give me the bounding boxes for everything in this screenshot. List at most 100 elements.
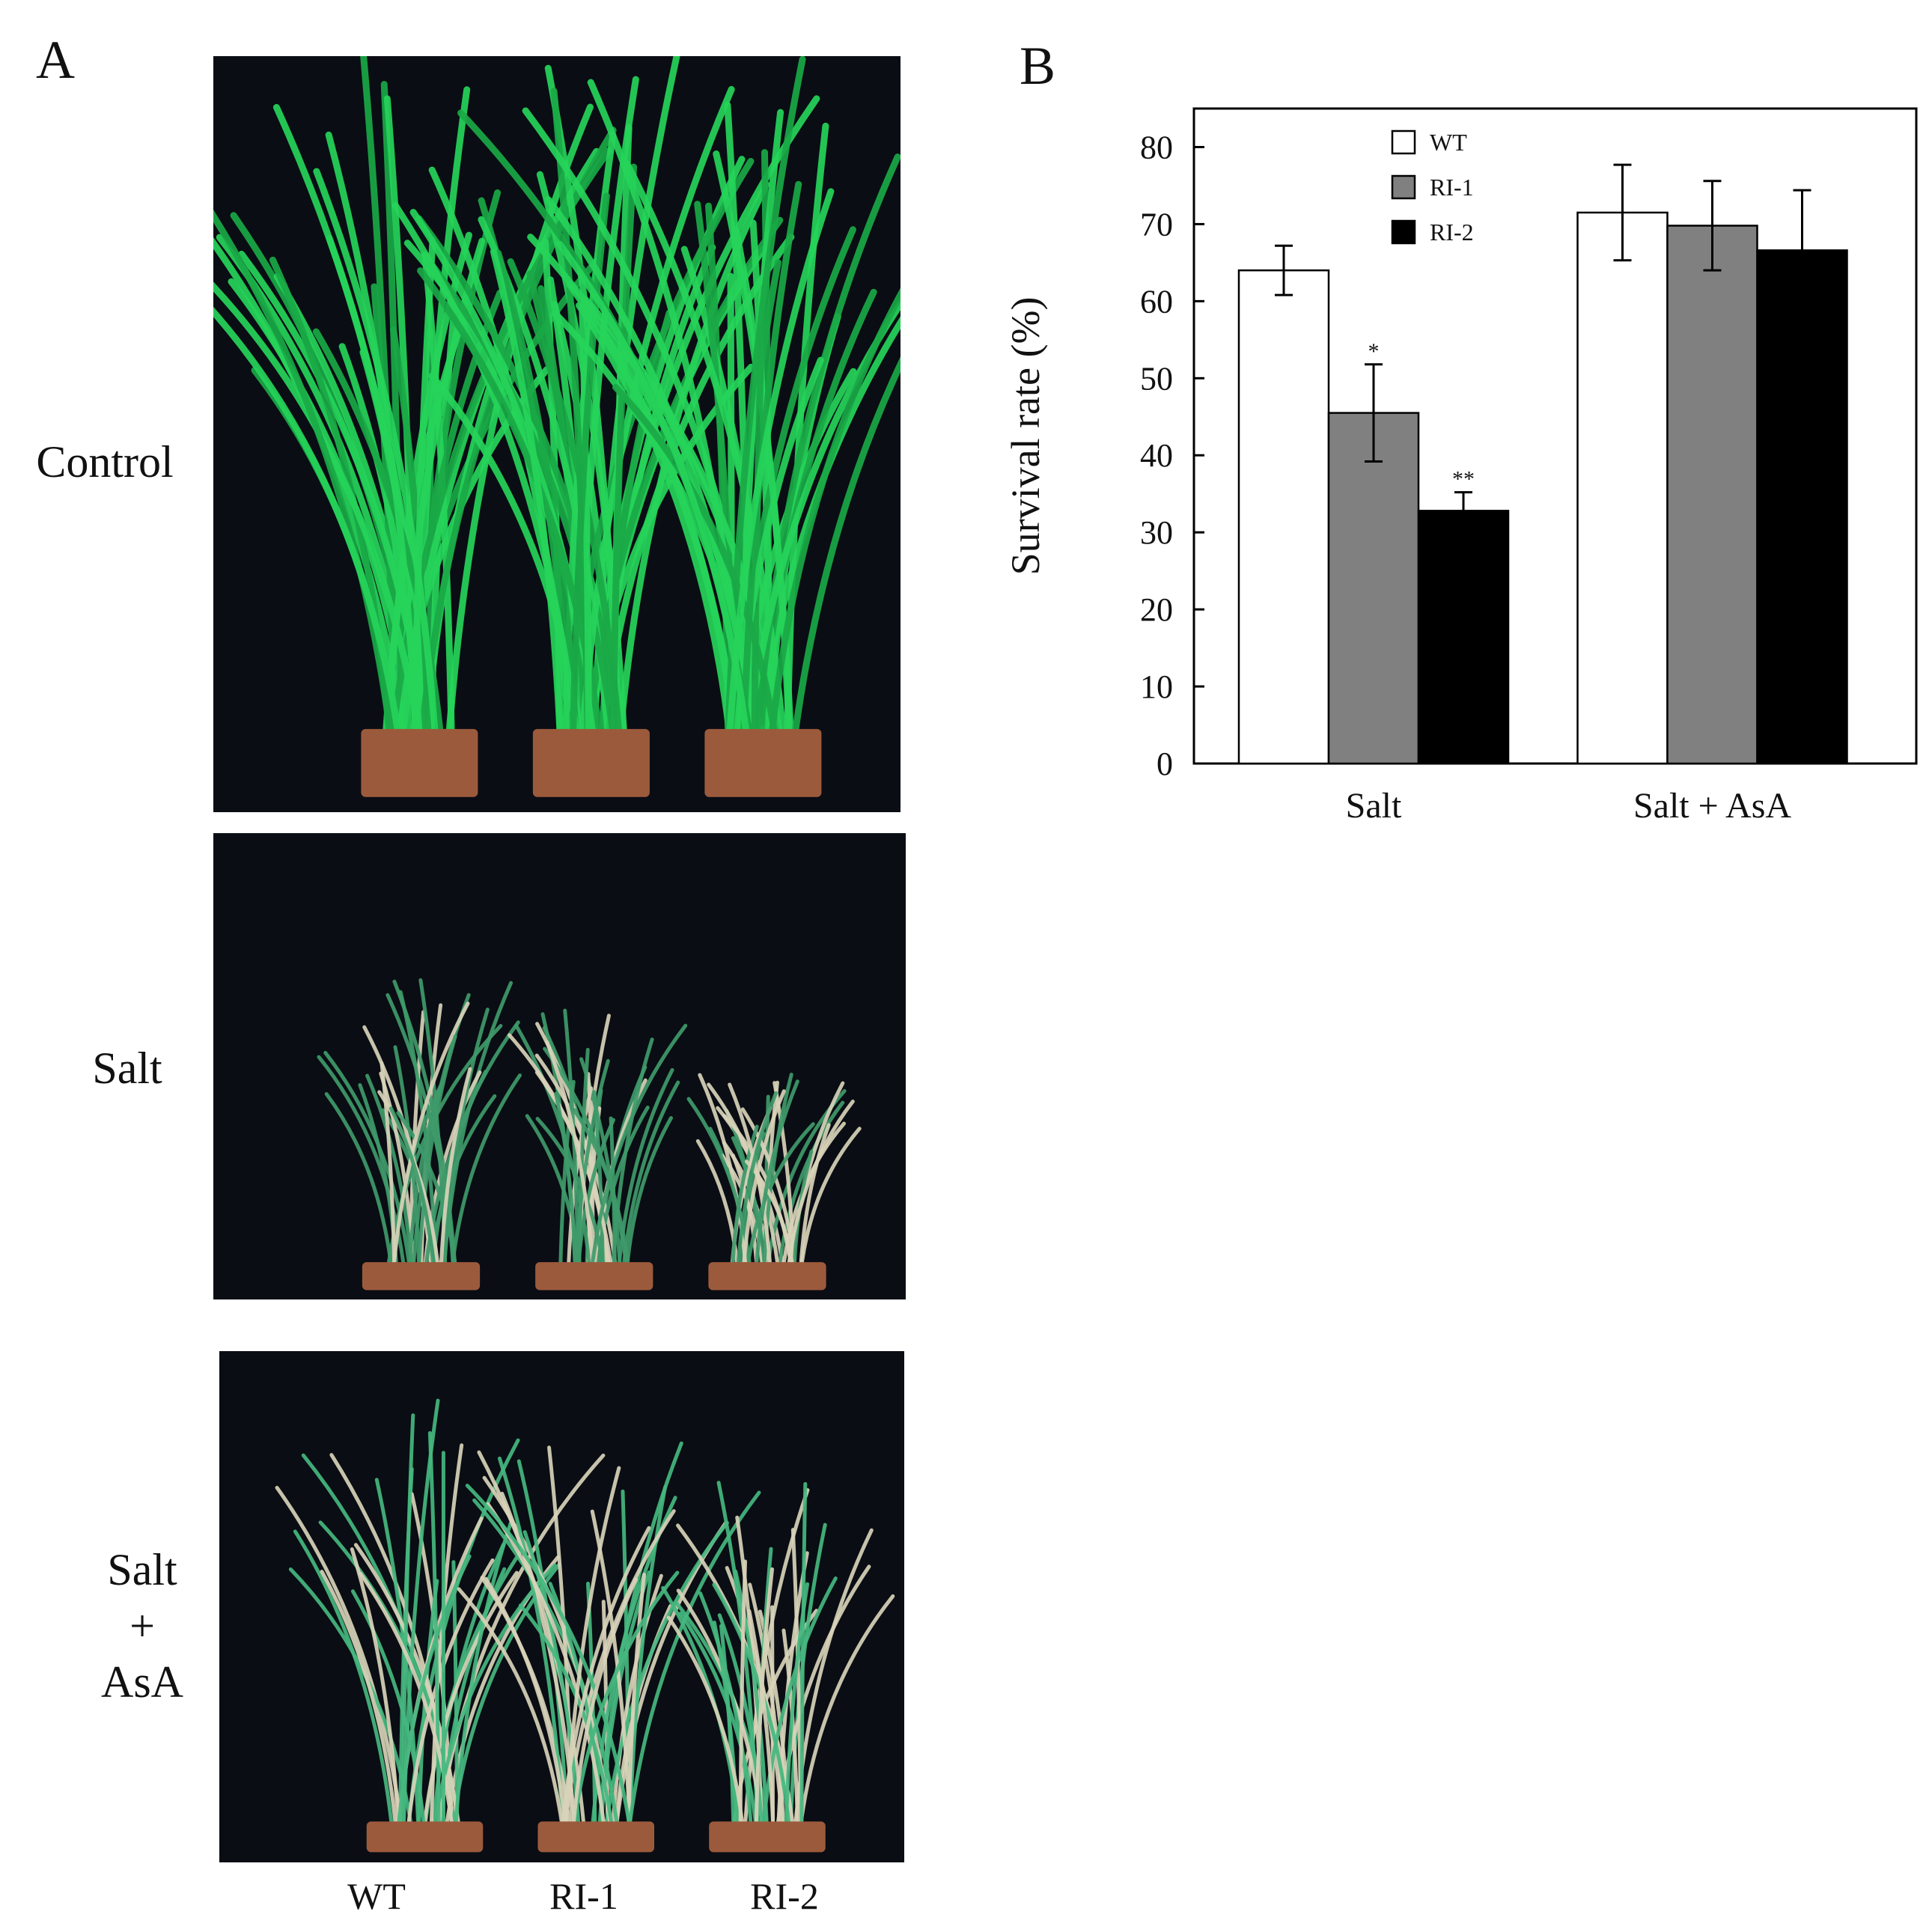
leaf bbox=[572, 1577, 639, 1823]
y-tick-label: 10 bbox=[1140, 668, 1173, 705]
leaf bbox=[543, 1046, 628, 1264]
leaf bbox=[213, 306, 401, 733]
leaf bbox=[799, 1481, 808, 1823]
leaf bbox=[213, 210, 394, 733]
leaf bbox=[591, 1023, 688, 1264]
leaf bbox=[350, 1547, 400, 1823]
leaf bbox=[350, 1589, 426, 1823]
photo-control-plants bbox=[213, 56, 901, 812]
leaf bbox=[628, 1490, 761, 1823]
photo-salt-plants bbox=[213, 833, 906, 1299]
y-tick-label: 60 bbox=[1140, 283, 1173, 320]
plant-clump bbox=[457, 1441, 761, 1853]
leaf bbox=[799, 1123, 831, 1264]
plot-frame bbox=[1192, 107, 1918, 765]
leaf bbox=[799, 1594, 895, 1823]
plant-clump bbox=[317, 978, 522, 1290]
leaf bbox=[799, 1127, 862, 1264]
leaf bbox=[554, 1091, 578, 1264]
leaf bbox=[625, 1116, 674, 1264]
leaf bbox=[388, 1106, 435, 1264]
leaf bbox=[784, 1582, 810, 1823]
leaf bbox=[324, 1091, 393, 1264]
legend-swatch bbox=[1391, 174, 1416, 200]
plant-clump bbox=[686, 1073, 862, 1290]
panel-a-letter: A bbox=[36, 30, 75, 90]
leaf bbox=[698, 1591, 753, 1823]
leaf bbox=[391, 202, 579, 733]
leaf bbox=[570, 192, 610, 733]
leaf bbox=[495, 249, 579, 733]
leaf bbox=[609, 1116, 617, 1264]
leaf bbox=[213, 281, 421, 733]
leaf bbox=[576, 1118, 615, 1264]
pot bbox=[532, 728, 650, 797]
leaf bbox=[792, 356, 901, 733]
leaf bbox=[490, 248, 564, 733]
row-label-line: + bbox=[129, 1601, 155, 1651]
panel-b-letter: B bbox=[1020, 36, 1056, 96]
significance-marker: * bbox=[1368, 339, 1380, 364]
plant-clump bbox=[457, 56, 901, 797]
pot bbox=[708, 1262, 826, 1290]
y-tick-label: 30 bbox=[1140, 514, 1173, 551]
leaf bbox=[609, 163, 638, 733]
leaf bbox=[454, 1521, 513, 1823]
leaf bbox=[572, 1570, 680, 1823]
leaf bbox=[427, 1430, 441, 1823]
y-tick-label: 70 bbox=[1140, 206, 1173, 243]
row-label-control: Control bbox=[15, 434, 195, 490]
row-label-line: AsA bbox=[100, 1657, 183, 1707]
leaf bbox=[486, 1502, 606, 1823]
pot bbox=[535, 1262, 653, 1290]
leaf bbox=[769, 287, 901, 733]
leaf bbox=[787, 1099, 855, 1264]
leaf bbox=[726, 188, 835, 733]
row-label-salt-asa: Salt + AsA bbox=[60, 1542, 225, 1710]
leaf bbox=[465, 1484, 631, 1823]
bar bbox=[1417, 510, 1510, 765]
leaf bbox=[731, 1154, 759, 1264]
legend-swatch bbox=[1391, 219, 1416, 245]
y-tick-label: 0 bbox=[1157, 746, 1173, 782]
leaf bbox=[358, 1571, 454, 1823]
bar bbox=[1756, 249, 1848, 765]
bar bbox=[1327, 412, 1420, 765]
row-label-line: Control bbox=[36, 437, 174, 487]
leaf bbox=[365, 1073, 413, 1264]
leaf bbox=[678, 1611, 758, 1823]
leaf bbox=[761, 1576, 838, 1823]
leaf bbox=[535, 1117, 605, 1264]
bar bbox=[1666, 225, 1758, 765]
leaf bbox=[397, 1554, 472, 1823]
pot bbox=[362, 1262, 481, 1290]
leaf bbox=[313, 168, 439, 733]
leaf bbox=[666, 1615, 744, 1823]
leaf bbox=[380, 1061, 397, 1264]
leaf bbox=[325, 131, 420, 733]
leaf bbox=[522, 1530, 581, 1823]
leaf bbox=[392, 979, 457, 1264]
bar bbox=[1237, 269, 1330, 765]
leaf bbox=[738, 1559, 748, 1823]
leaf bbox=[742, 1089, 786, 1264]
y-tick-label: 40 bbox=[1140, 437, 1173, 474]
leaf bbox=[754, 1567, 775, 1823]
leaf bbox=[417, 1034, 457, 1264]
plant-clump bbox=[275, 1398, 606, 1853]
leaf bbox=[612, 383, 778, 733]
leaf bbox=[731, 1124, 759, 1264]
genotype-label-ri1: RI-1 bbox=[549, 1875, 618, 1917]
leaf bbox=[320, 1570, 397, 1823]
leaf bbox=[605, 1520, 729, 1823]
row-label-line: Salt bbox=[92, 1043, 162, 1093]
leaf bbox=[323, 1050, 411, 1264]
pot bbox=[709, 1821, 826, 1853]
leaf bbox=[627, 1573, 647, 1823]
leaf bbox=[518, 1603, 613, 1823]
leaf bbox=[747, 1609, 775, 1823]
leaf bbox=[586, 1072, 596, 1264]
y-tick-label: 20 bbox=[1140, 591, 1173, 628]
leaf bbox=[579, 303, 592, 733]
